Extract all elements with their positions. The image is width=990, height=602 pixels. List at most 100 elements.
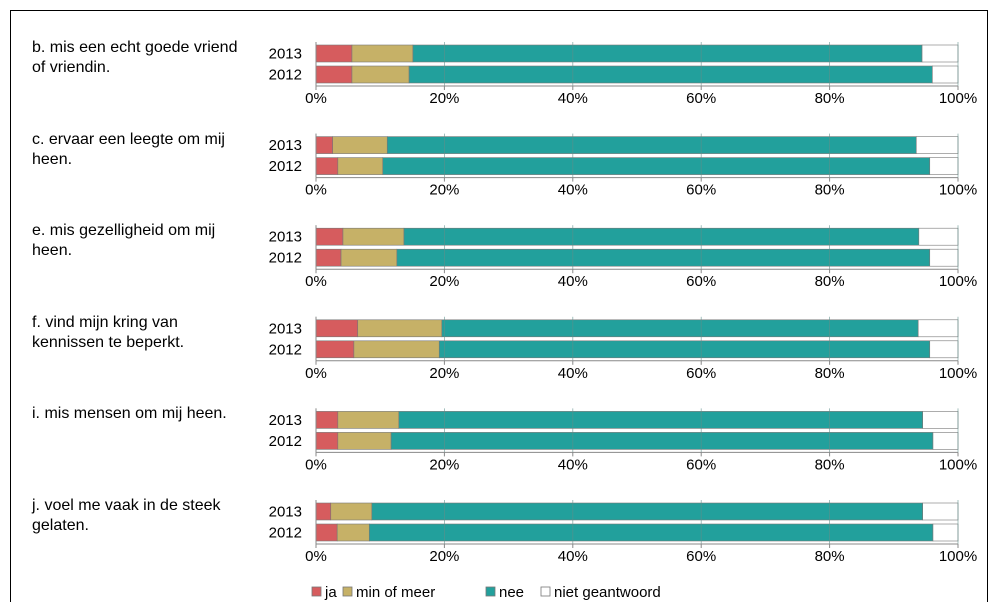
x-tick-label: 60% — [686, 365, 716, 382]
x-tick-label: 20% — [429, 548, 459, 565]
x-tick-label: 40% — [558, 273, 588, 290]
bar-segment — [351, 65, 410, 84]
legend-label: niet geantwoord — [554, 584, 661, 601]
x-tick-label: 40% — [558, 90, 588, 107]
bar-segment — [441, 319, 919, 338]
panel-title: i. mis mensen om mij heen. — [32, 405, 227, 423]
y-tick-label: 2013 — [269, 137, 302, 154]
bar-segment — [917, 319, 959, 338]
x-tick-label: 0% — [305, 365, 327, 382]
y-tick-label: 2012 — [269, 158, 302, 175]
bar-segment — [342, 227, 405, 246]
x-tick-label: 40% — [558, 182, 588, 199]
panel-title: c. ervaar een leegte om mij heen. — [32, 130, 225, 168]
y-tick-label: 2013 — [269, 320, 302, 337]
y-tick-label: 2013 — [269, 503, 302, 520]
x-tick-label: 20% — [429, 365, 459, 382]
panel-title: f. vind mijn kring van kennissen te bepe… — [32, 313, 185, 351]
bar-segment — [408, 65, 933, 84]
legend-label: nee — [499, 584, 524, 601]
x-tick-label: 100% — [939, 365, 977, 382]
x-tick-label: 0% — [305, 273, 327, 290]
x-tick-label: 80% — [815, 365, 845, 382]
bar-segment — [315, 157, 339, 175]
x-tick-label: 80% — [815, 548, 845, 565]
bar-segment — [929, 157, 959, 175]
bar-segment — [315, 65, 353, 84]
y-tick-label: 2013 — [269, 412, 302, 429]
x-tick-label: 20% — [429, 182, 459, 199]
x-tick-label: 80% — [815, 182, 845, 199]
bar-segment — [921, 44, 959, 63]
bar-segment — [340, 248, 398, 267]
bar-segment — [315, 227, 344, 246]
y-tick-label: 2012 — [269, 524, 302, 541]
x-tick-label: 100% — [939, 456, 977, 473]
bar-segment — [351, 44, 414, 63]
bar-segment — [398, 411, 923, 429]
bar-segment — [315, 411, 339, 429]
x-tick-label: 100% — [939, 548, 977, 565]
bar-segment — [403, 227, 920, 246]
x-tick-label: 100% — [939, 273, 977, 290]
x-tick-label: 20% — [429, 456, 459, 473]
bar-segment — [929, 340, 959, 359]
x-tick-label: 60% — [686, 548, 716, 565]
legend-label: min of meer — [356, 584, 435, 601]
x-tick-label: 80% — [815, 456, 845, 473]
x-tick-label: 0% — [305, 548, 327, 565]
legend-swatch — [311, 586, 322, 597]
bar-segment — [438, 340, 931, 359]
x-tick-label: 0% — [305, 456, 327, 473]
bar-segment — [382, 157, 931, 175]
bar-segment — [922, 502, 959, 521]
bar-segment — [357, 319, 443, 338]
bar-segment — [315, 502, 332, 521]
bar-segment — [353, 340, 440, 359]
bar-segment — [315, 319, 359, 338]
y-tick-label: 2012 — [269, 341, 302, 358]
legend-swatch — [540, 586, 551, 597]
bar-segment — [315, 523, 338, 542]
x-tick-label: 0% — [305, 90, 327, 107]
bar-segment — [337, 432, 392, 450]
legend-swatch — [485, 586, 496, 597]
bar-segment — [371, 502, 923, 521]
x-tick-label: 80% — [815, 273, 845, 290]
x-tick-label: 60% — [686, 182, 716, 199]
panel-title: b. mis een echt goede vriend of vriendin… — [32, 39, 238, 76]
legend-swatch — [342, 586, 353, 597]
panel-title: e. mis gezelligheid om mij heen. — [32, 222, 216, 260]
x-tick-label: 60% — [686, 456, 716, 473]
y-tick-label: 2013 — [269, 229, 302, 246]
bar-segment — [315, 136, 333, 154]
legend-label: ja — [324, 584, 337, 601]
frame — [10, 10, 988, 602]
x-tick-label: 40% — [558, 365, 588, 382]
x-tick-label: 0% — [305, 182, 327, 199]
x-tick-label: 100% — [939, 90, 977, 107]
bar-segment — [336, 523, 370, 542]
bar-segment — [332, 136, 388, 154]
x-tick-label: 20% — [429, 273, 459, 290]
bar-segment — [315, 248, 342, 267]
y-tick-label: 2012 — [269, 250, 302, 267]
bar-segment — [315, 44, 353, 63]
bar-segment — [315, 432, 339, 450]
x-tick-label: 40% — [558, 548, 588, 565]
bar-segment — [390, 432, 934, 450]
bar-segment — [915, 136, 959, 154]
x-tick-label: 20% — [429, 90, 459, 107]
bar-segment — [337, 157, 384, 175]
bar-segment — [330, 502, 373, 521]
y-tick-label: 2013 — [269, 45, 302, 62]
bar-segment — [315, 340, 355, 359]
bar-segment — [396, 248, 931, 267]
x-tick-label: 100% — [939, 182, 977, 199]
bar-segment — [386, 136, 917, 154]
x-tick-label: 40% — [558, 456, 588, 473]
bar-segment — [932, 523, 959, 542]
bar-segment — [368, 523, 934, 542]
